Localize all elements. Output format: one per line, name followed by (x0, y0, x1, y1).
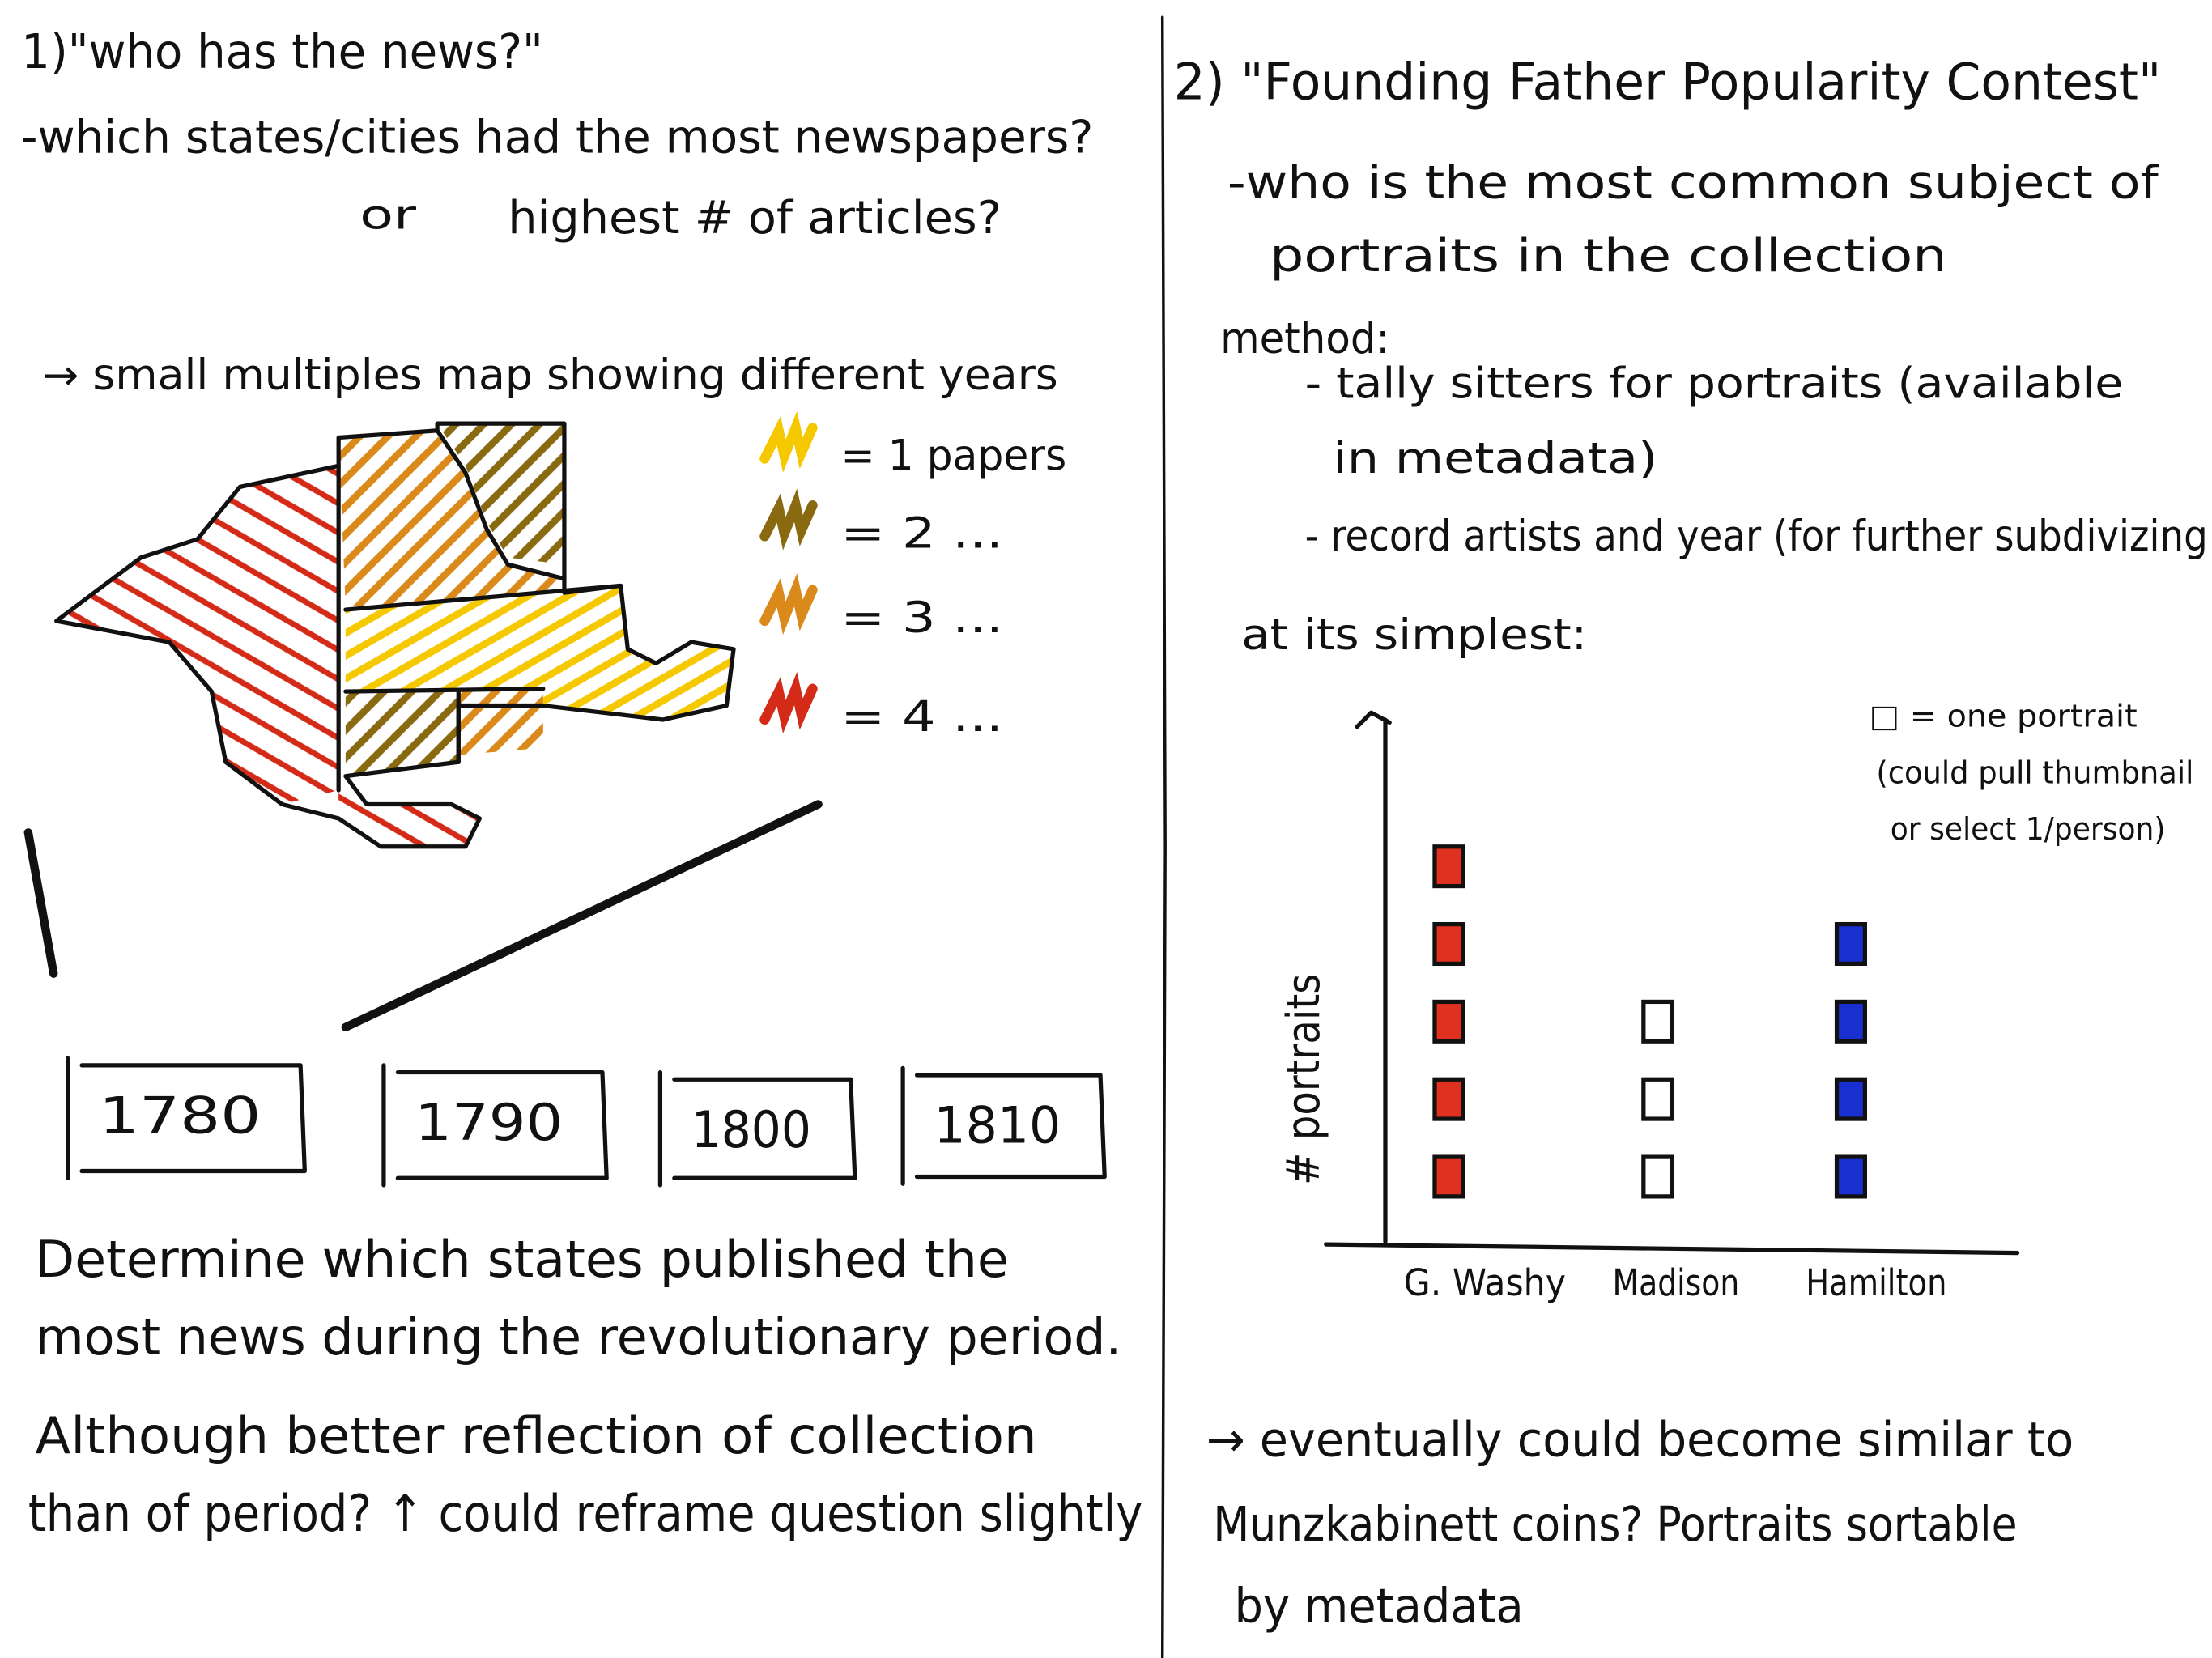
portrait-icon (1641, 1077, 1674, 1121)
year-box (900, 1065, 1107, 1186)
portrait-icon (1432, 844, 1465, 889)
chart-key: (could pull thumbnail (1876, 755, 2193, 791)
text: or (359, 193, 417, 239)
axis-label: # portraits (1278, 974, 1330, 1185)
legend-label: = 2 ... (840, 508, 1002, 558)
legend-swatch (759, 488, 818, 551)
idea: → small multiples map showing different … (42, 351, 1057, 400)
closing-line: → eventually could become similar to (1206, 1411, 2074, 1467)
chart-key: or select 1/person) (1891, 811, 2166, 848)
x-tick-label: G. Washy (1404, 1261, 1566, 1304)
portrait-icon (1834, 1077, 1867, 1121)
method-step: in metadata) (1334, 434, 1658, 483)
portrait-icon (1641, 1154, 1674, 1199)
method-step: - record artists and year (for further s… (1305, 512, 2208, 561)
portrait-stack (1834, 921, 1867, 1199)
paragraph-line: than of period? ↑ could reframe question… (28, 1484, 1142, 1543)
heading: 1)"who has the news?" (21, 23, 543, 79)
question: highest # of articles? (508, 192, 1002, 244)
portrait-icon (1834, 1154, 1867, 1199)
question: portraits in the collection (1270, 230, 1946, 283)
year-box (657, 1069, 857, 1188)
heading: 2) "Founding Father Popularity Contest" (1174, 52, 2162, 111)
year-label: 1810 (934, 1096, 1061, 1155)
portrait-icon (1834, 921, 1867, 967)
x-tick-label: Hamilton (1806, 1261, 1946, 1304)
portrait-stack (1641, 999, 1674, 1199)
divider (1160, 15, 1167, 1658)
closing-line: by metadata (1235, 1578, 1524, 1634)
portrait-icon (1432, 1077, 1465, 1121)
closing-line: Munzkabinett coins? Portraits sortable (1213, 1496, 2017, 1552)
year-label: 1780 (99, 1086, 261, 1145)
stroke (341, 800, 823, 1032)
year-box (381, 1063, 609, 1188)
portrait-icon (1641, 999, 1674, 1044)
chart-key: □ = one portrait (1870, 699, 2138, 735)
legend-swatch (759, 573, 818, 636)
map-sketch (54, 421, 736, 849)
legend-label: = 1 papers (840, 432, 1066, 481)
question: -who is the most common subject of (1227, 156, 2160, 209)
label: at its simplest: (1241, 610, 1587, 660)
portrait-icon (1432, 1154, 1465, 1199)
stroke (23, 828, 58, 978)
paragraph-line: Although better reflection of collection (36, 1406, 1037, 1465)
paragraph-line: most news during the revolutionary perio… (36, 1307, 1122, 1367)
question: -which states/cities had the most newspa… (21, 112, 1093, 164)
legend-label: = 4 ... (840, 692, 1002, 742)
legend-swatch (759, 672, 818, 734)
year-label: 1790 (415, 1093, 563, 1152)
method-step: - tally sitters for portraits (available (1305, 359, 2124, 409)
portrait-stack (1432, 844, 1465, 1199)
paragraph-line: Determine which states published the (36, 1230, 1009, 1289)
portrait-icon (1432, 921, 1465, 967)
label: method: (1220, 314, 1389, 363)
portrait-icon (1432, 999, 1465, 1044)
year-box (66, 1056, 307, 1180)
portrait-icon (1834, 999, 1867, 1044)
legend-label: = 3 ... (840, 593, 1002, 643)
axis (1324, 710, 2020, 1256)
x-tick-label: Madison (1613, 1261, 1740, 1304)
year-label: 1800 (691, 1100, 811, 1159)
legend-swatch (759, 410, 818, 473)
